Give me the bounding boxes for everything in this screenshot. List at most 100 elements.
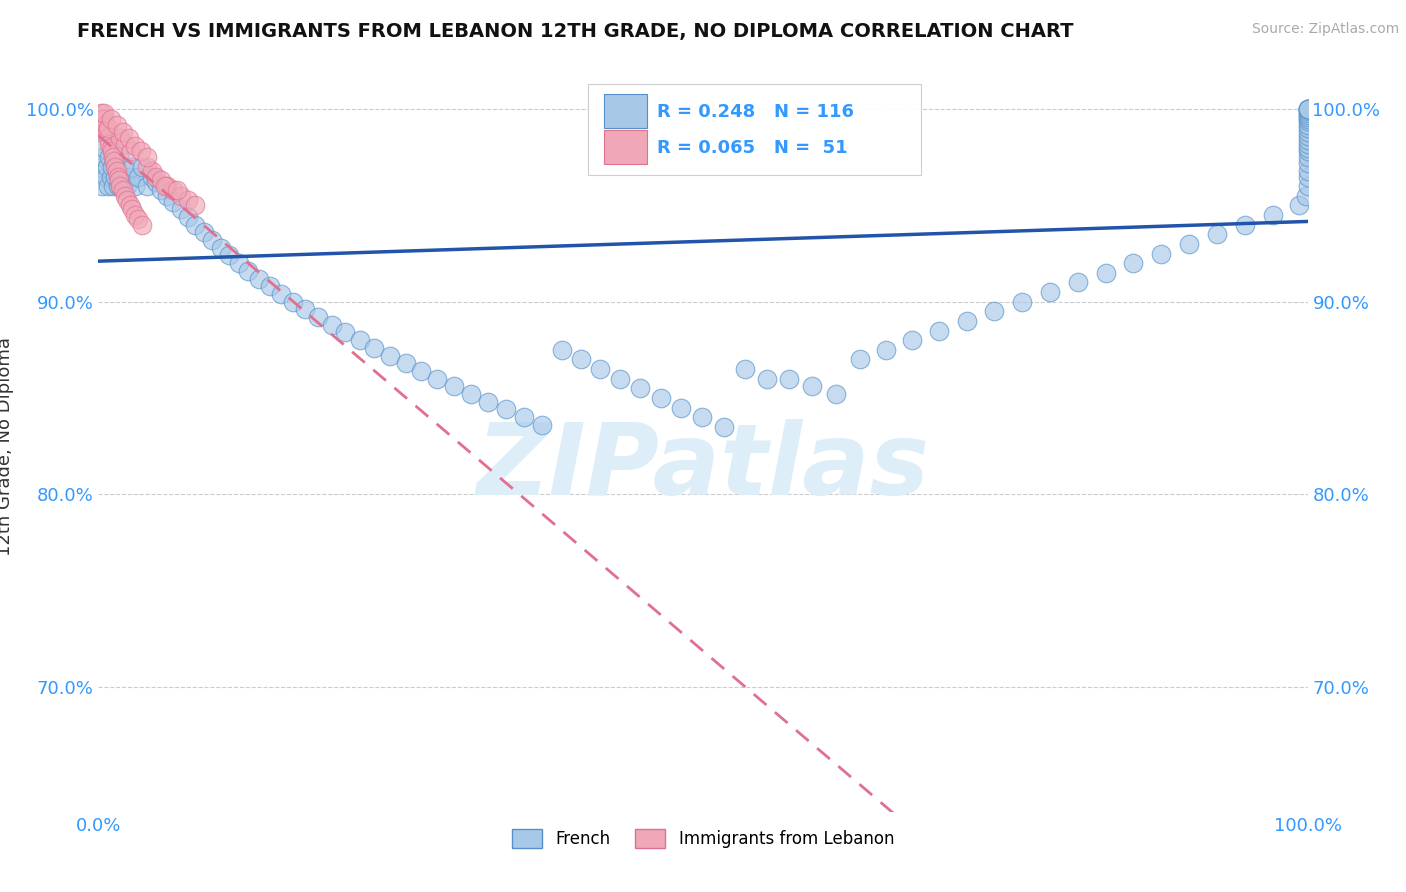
Point — [100, 112, 122, 126]
Point — [849, 352, 872, 367]
Point — [1296, 102, 1319, 116]
Point — [1261, 208, 1284, 222]
Point — [150, 183, 173, 197]
Point — [1067, 276, 1090, 290]
Point — [177, 210, 200, 224]
Point — [1288, 198, 1310, 212]
Point — [124, 179, 146, 194]
Point — [1039, 285, 1062, 299]
Point — [96, 160, 118, 174]
Point — [1296, 125, 1319, 139]
Point — [1296, 150, 1319, 164]
Point — [103, 150, 125, 164]
Point — [169, 202, 191, 217]
Point — [124, 138, 146, 153]
Point — [1011, 294, 1033, 309]
Point — [131, 160, 153, 174]
Point — [1178, 236, 1201, 251]
Point — [1122, 256, 1144, 270]
FancyBboxPatch shape — [603, 130, 647, 163]
Point — [756, 371, 779, 385]
Point — [1296, 163, 1319, 178]
Point — [107, 179, 129, 194]
Point — [108, 150, 131, 164]
Point — [91, 150, 114, 164]
Point — [531, 417, 554, 432]
Point — [105, 160, 128, 174]
Point — [93, 141, 115, 155]
Point — [101, 179, 124, 194]
Point — [671, 401, 693, 415]
Point — [778, 371, 800, 385]
Point — [825, 387, 848, 401]
Point — [394, 356, 416, 370]
Point — [426, 371, 449, 385]
Point — [1296, 156, 1319, 170]
Point — [111, 169, 134, 184]
Point — [270, 287, 292, 301]
Point — [349, 333, 371, 347]
Point — [108, 131, 131, 145]
Point — [308, 310, 330, 324]
Point — [1296, 118, 1319, 132]
Point — [690, 410, 713, 425]
Point — [1296, 179, 1319, 194]
Point — [209, 241, 232, 255]
Point — [107, 169, 129, 184]
Point — [1296, 104, 1319, 119]
Point — [411, 364, 433, 378]
Point — [589, 362, 612, 376]
Point — [118, 198, 141, 212]
Point — [169, 188, 191, 202]
Point — [94, 169, 117, 184]
Point — [1296, 112, 1319, 126]
Point — [378, 349, 401, 363]
Point — [127, 169, 149, 184]
Point — [156, 188, 179, 202]
Point — [1206, 227, 1229, 242]
Point — [100, 145, 122, 159]
Point — [247, 271, 270, 285]
Point — [141, 163, 163, 178]
Point — [108, 173, 131, 187]
Point — [96, 125, 118, 139]
Point — [1233, 218, 1256, 232]
Point — [100, 169, 122, 184]
Point — [114, 188, 136, 202]
Point — [93, 106, 115, 120]
Point — [1296, 102, 1319, 116]
Point — [153, 179, 176, 194]
Point — [184, 218, 207, 232]
Point — [1296, 108, 1319, 122]
Point — [89, 121, 111, 136]
Point — [321, 318, 343, 332]
Point — [124, 208, 146, 222]
Point — [162, 194, 184, 209]
Point — [117, 179, 139, 194]
Point — [93, 112, 115, 126]
Point — [628, 381, 651, 395]
Point — [114, 136, 136, 151]
Point — [1296, 129, 1319, 144]
Text: R = 0.248   N = 116: R = 0.248 N = 116 — [657, 103, 853, 120]
Point — [363, 341, 385, 355]
Point — [90, 106, 112, 120]
Text: FRENCH VS IMMIGRANTS FROM LEBANON 12TH GRADE, NO DIPLOMA CORRELATION CHART: FRENCH VS IMMIGRANTS FROM LEBANON 12TH G… — [77, 22, 1074, 41]
FancyBboxPatch shape — [588, 84, 921, 176]
Point — [228, 256, 250, 270]
Point — [111, 125, 134, 139]
Point — [93, 125, 115, 139]
Point — [129, 145, 152, 159]
Point — [1094, 266, 1116, 280]
Point — [135, 179, 157, 194]
Point — [100, 141, 122, 155]
Point — [111, 183, 134, 197]
Point — [127, 211, 149, 226]
Point — [118, 131, 141, 145]
Point — [145, 175, 167, 189]
Text: R = 0.065   N =  51: R = 0.065 N = 51 — [657, 138, 848, 157]
Point — [1296, 106, 1319, 120]
Point — [201, 233, 224, 247]
Point — [928, 324, 950, 338]
Point — [460, 387, 482, 401]
